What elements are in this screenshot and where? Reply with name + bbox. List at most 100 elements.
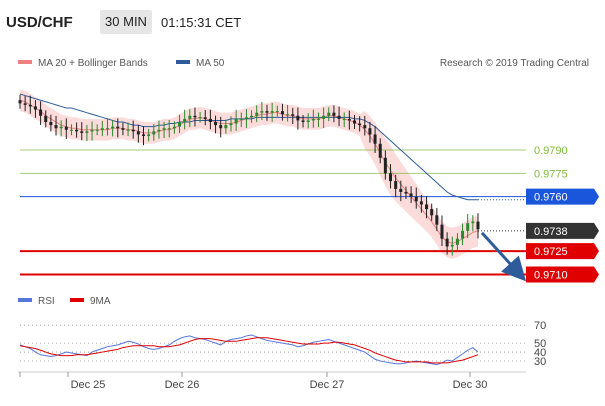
- candle-body: [85, 131, 89, 133]
- candle-body: [404, 192, 408, 194]
- candle-body: [121, 128, 125, 130]
- timeframe-badge[interactable]: 30 MIN: [100, 10, 152, 34]
- candle-body: [69, 129, 73, 131]
- candle-body: [347, 118, 351, 121]
- candle-body: [95, 129, 99, 131]
- candle-body: [198, 117, 202, 119]
- last-price-tag: [526, 222, 599, 239]
- candle-body: [234, 118, 238, 124]
- timestamp-label: 01:15:31 CET: [161, 15, 242, 30]
- x-axis-ticks: Dec 25 Dec 26 Dec 27 Dec 30: [19, 372, 488, 391]
- candle-body: [229, 123, 233, 126]
- candle-body: [244, 117, 248, 119]
- candle-body: [306, 120, 310, 122]
- candle-body: [419, 201, 423, 205]
- resistance-label-1: 0.9775: [534, 168, 568, 180]
- candle-body: [131, 129, 135, 132]
- candle-body: [450, 244, 454, 247]
- candle-body: [471, 221, 475, 224]
- candle-body: [214, 122, 218, 126]
- candle-body: [311, 118, 315, 121]
- legend-label-9ma: 9MA: [90, 296, 111, 307]
- candle-body: [59, 126, 63, 129]
- rsi-line: [19, 334, 479, 366]
- candle-body: [142, 134, 146, 136]
- candle-body: [461, 230, 465, 239]
- support-label-5: 0.9710: [534, 269, 568, 281]
- pivot-tag: [526, 188, 599, 205]
- candle-body: [255, 112, 259, 116]
- legend-swatch-rsi: [18, 298, 32, 302]
- bollinger-fill: [20, 89, 478, 259]
- candle-body: [342, 118, 346, 120]
- candle-body: [275, 111, 279, 113]
- support-tag-5: [526, 266, 599, 283]
- candle-body: [157, 129, 161, 132]
- candle-body: [296, 115, 300, 121]
- candle-body: [358, 123, 362, 126]
- resistance-label-0: 0.9790: [534, 145, 568, 157]
- pivot-label: 0.9760: [534, 192, 568, 204]
- ma50-line: [19, 93, 478, 201]
- candle-body: [147, 134, 151, 136]
- symbol-label: USD/CHF: [6, 14, 73, 31]
- candle-body: [332, 112, 336, 116]
- candle-body: [18, 100, 22, 104]
- candle-body: [430, 209, 434, 216]
- candle-body: [425, 204, 429, 210]
- candle-body: [435, 215, 439, 225]
- candle-body: [337, 115, 341, 119]
- candle-body: [33, 106, 37, 110]
- candle-body: [476, 221, 480, 230]
- legend-swatch-9ma: [70, 298, 84, 302]
- candle-body: [183, 118, 187, 122]
- candle-body: [352, 120, 356, 124]
- candle-body: [265, 111, 269, 113]
- candle-body: [445, 238, 449, 247]
- support-tag-4: [526, 243, 599, 260]
- candle-body: [178, 122, 182, 127]
- candle-body: [239, 118, 243, 120]
- candle-body: [28, 104, 32, 107]
- candle-body: [327, 112, 331, 116]
- candle-body: [260, 111, 264, 113]
- candle-body: [167, 128, 171, 130]
- x-tick-label: Dec 30: [453, 379, 488, 391]
- candle-body: [152, 131, 156, 135]
- candle-body: [90, 129, 94, 132]
- rsi-tick-label: 70: [534, 320, 546, 332]
- candle-body: [54, 125, 58, 129]
- candle-body: [44, 115, 48, 122]
- candle-body: [162, 128, 166, 130]
- bollinger-band: [20, 89, 478, 259]
- legend-label-ma50: MA 50: [196, 58, 225, 69]
- candle-body: [219, 125, 223, 129]
- legend-swatch-ma20: [18, 60, 32, 64]
- legend-label-ma20: MA 20 + Bollinger Bands: [38, 58, 148, 69]
- level-lines: [20, 149, 526, 276]
- rsi-9ma-line: [19, 337, 479, 364]
- candle-body: [126, 129, 130, 131]
- candle-body: [316, 118, 320, 120]
- candle-body: [193, 115, 197, 118]
- forecast-arrow: [480, 231, 527, 282]
- candle-body: [116, 126, 120, 129]
- rsi-tick-label: 50: [534, 338, 546, 350]
- rsi-tick-label: 30: [534, 356, 546, 368]
- candlesticks: [18, 94, 480, 256]
- rsi-tick-label: 40: [534, 347, 546, 359]
- candle-body: [208, 118, 212, 122]
- candle-body: [250, 115, 254, 118]
- candle-body: [301, 120, 305, 122]
- candle-body: [64, 126, 68, 130]
- candle-body: [394, 181, 398, 189]
- candle-body: [291, 114, 295, 116]
- candle-body: [389, 173, 393, 182]
- candle-body: [373, 134, 377, 144]
- candle-body: [378, 143, 382, 158]
- x-tick-label: Dec 27: [310, 379, 345, 391]
- chart-header: USD/CHF 30 MIN 01:15:31 CET: [0, 0, 605, 44]
- last-price-label: 0.9738: [534, 226, 568, 238]
- candle-body: [23, 103, 27, 105]
